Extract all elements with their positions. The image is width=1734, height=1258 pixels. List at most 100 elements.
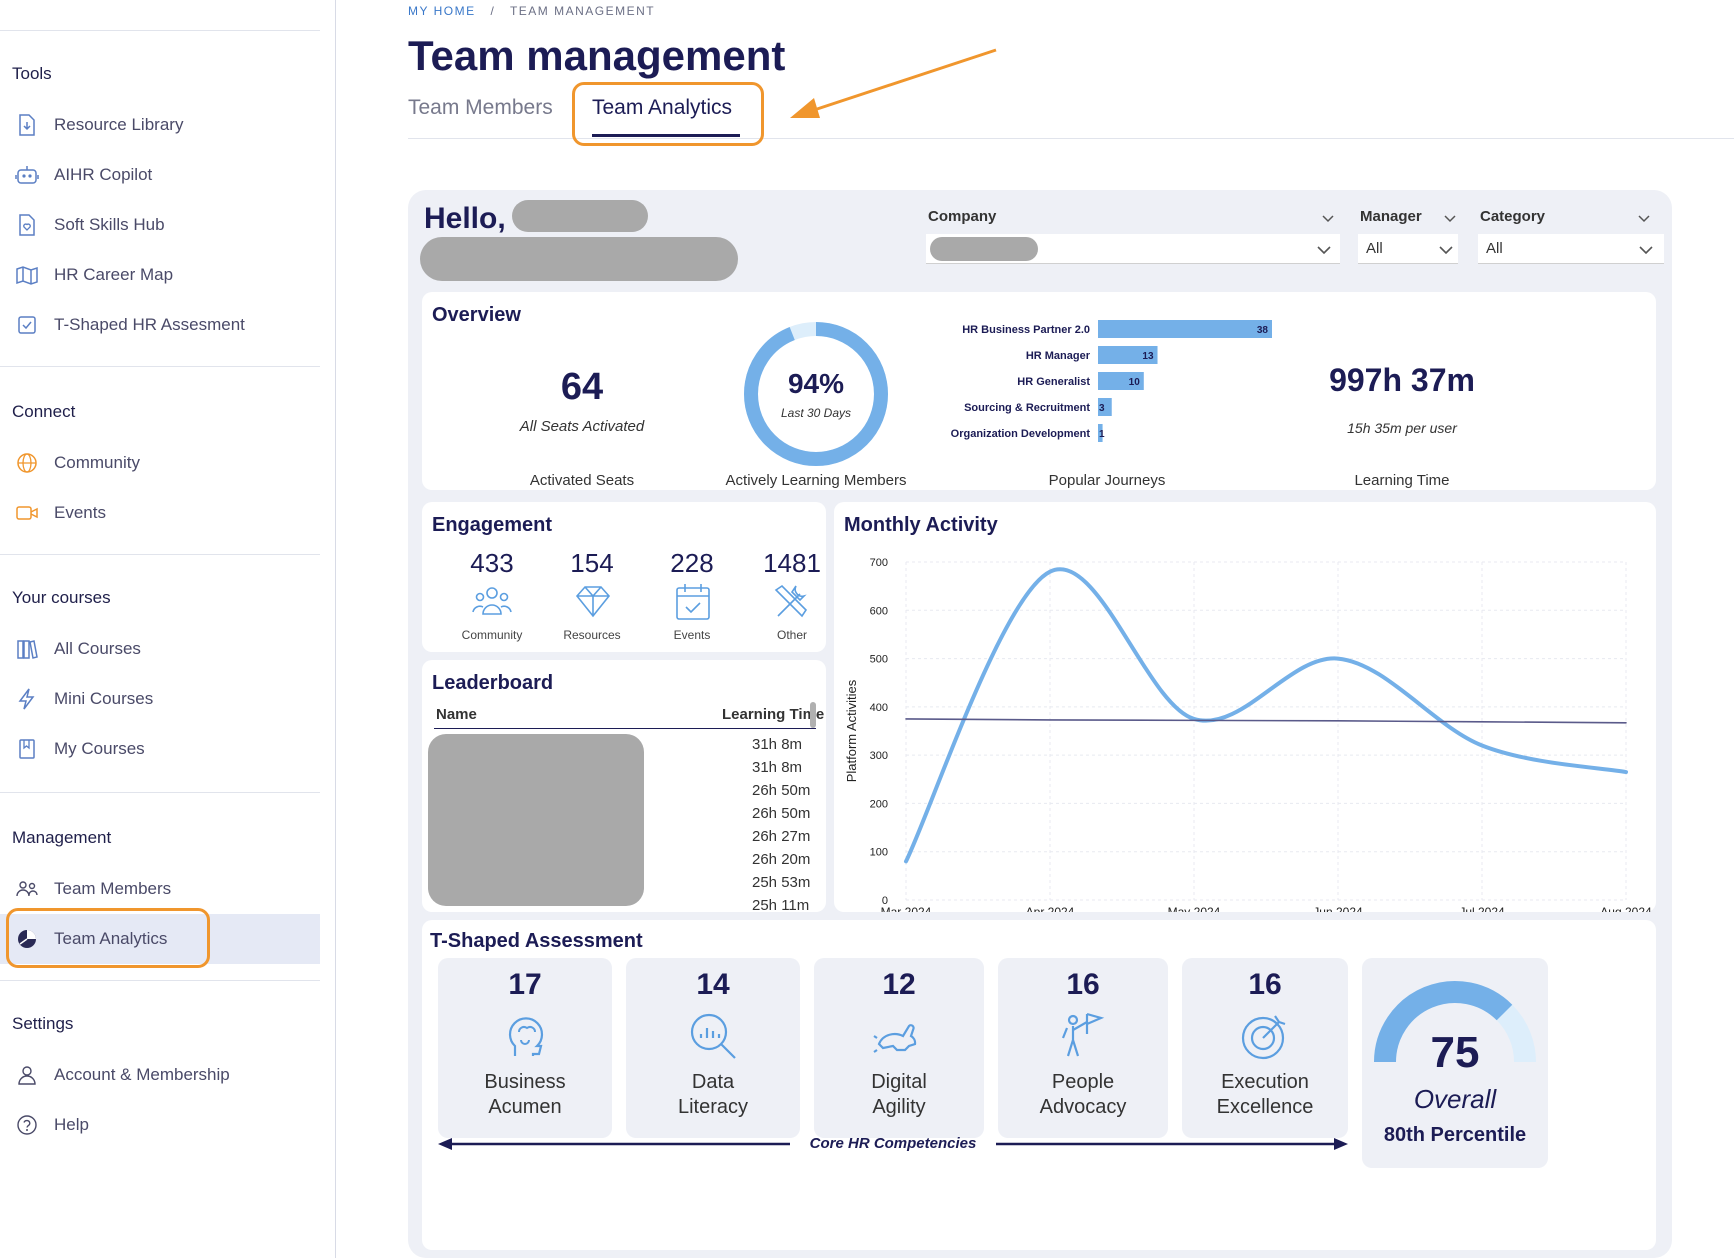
competency-execution-excellence: 16 Execution Excellence <box>1182 958 1348 1138</box>
actively-learning-caption: Actively Learning Members <box>725 472 907 489</box>
section-your-courses: Your courses <box>12 588 111 607</box>
leaderboard-time: 25h 53m <box>752 874 811 891</box>
competency-label-line1: People <box>1051 1071 1115 1093</box>
competency-label: Execution Excellence <box>1182 1070 1348 1120</box>
leaderboard-col-name[interactable]: Name <box>436 706 477 723</box>
annotation-arrow-icon <box>790 48 997 118</box>
sidebar-item-account-membership[interactable]: Account & Membership <box>0 1052 320 1098</box>
journey-bar[interactable] <box>1098 372 1144 390</box>
sidebar-item-all-courses[interactable]: All Courses <box>0 626 320 672</box>
breadcrumb-separator: / <box>490 4 496 18</box>
leaderboard-scrollbar[interactable] <box>810 702 816 728</box>
actively-learning-donut <box>744 322 888 466</box>
chevron-down-icon[interactable] <box>1316 242 1332 258</box>
sidebar-item-soft-skills-hub[interactable]: Soft Skills Hub <box>0 202 320 248</box>
chevron-down-icon[interactable] <box>1320 210 1336 226</box>
leaderboard-header-divider <box>434 728 816 729</box>
y-tick-label: 200 <box>870 798 888 810</box>
breadcrumb: MY HOME / TEAM MANAGEMENT <box>408 4 655 18</box>
redacted-company-value <box>930 236 1038 261</box>
sidebar-item-events[interactable]: Events <box>0 490 320 536</box>
chevron-down-icon[interactable] <box>1442 210 1458 226</box>
leaderboard-card: Leaderboard Name Learning Time 31h 8m 31… <box>422 660 826 914</box>
chevron-down-icon[interactable] <box>1438 242 1454 258</box>
core-competencies-arrow-icon <box>438 1138 1348 1150</box>
sidebar-item-hr-career-map[interactable]: HR Career Map <box>0 252 320 298</box>
breadcrumb-home-link[interactable]: MY HOME <box>408 4 476 18</box>
journey-label: HR Business Partner 2.0 <box>962 324 1090 336</box>
engagement-events-label: Events <box>673 628 711 642</box>
leaderboard-col-learning-time[interactable]: Learning Time <box>722 706 825 723</box>
company-select[interactable] <box>926 234 1340 264</box>
leaderboard-time: 31h 8m <box>752 736 803 753</box>
learning-time-value: 997h 37m <box>1329 362 1475 398</box>
engagement-card: Engagement 433 Community 154 Resources 2… <box>422 502 826 652</box>
overall-score-card: 75 Overall 80th Percentile <box>1362 958 1548 1168</box>
sidebar-item-team-members[interactable]: Team Members <box>0 866 320 912</box>
competency-label-line2: Excellence <box>1216 1096 1314 1118</box>
journey-bar[interactable] <box>1098 398 1112 416</box>
competency-score: 17 <box>508 968 542 1001</box>
x-tick-label: Apr 2024 <box>1026 905 1075 912</box>
competency-label-line2: Literacy <box>677 1096 749 1118</box>
document-heart-icon <box>14 212 40 238</box>
competency-label: Business Acumen <box>438 1070 612 1120</box>
redacted-leaderboard-names <box>428 734 644 906</box>
sidebar-divider <box>0 366 320 367</box>
tabs-divider <box>408 138 1734 139</box>
engagement-resources-value: 154 <box>570 548 614 578</box>
category-select[interactable]: All <box>1478 234 1664 264</box>
competency-label-line2: Acumen <box>488 1096 562 1118</box>
chevron-down-icon[interactable] <box>1636 210 1652 226</box>
sidebar-item-label: AIHR Copilot <box>54 165 153 184</box>
globe-icon <box>14 450 40 476</box>
engagement-community-label: Community <box>461 628 523 642</box>
journey-bar[interactable] <box>1098 424 1103 442</box>
category-filter-label: Category <box>1480 208 1546 225</box>
trend-line[interactable] <box>905 718 1627 724</box>
sidebar-divider <box>0 792 320 793</box>
leaderboard-time: 26h 20m <box>752 851 811 868</box>
company-filter-label: Company <box>928 208 997 225</box>
donut-arc <box>744 322 888 466</box>
sidebar-item-team-analytics[interactable]: Team Analytics <box>0 914 320 964</box>
sidebar-item-my-courses[interactable]: My Courses <box>0 726 320 772</box>
y-axis-label: Platform Activities <box>844 679 859 782</box>
chevron-down-icon[interactable] <box>1638 242 1654 258</box>
overview-title: Overview <box>432 304 521 326</box>
pie-chart-icon <box>14 926 40 952</box>
gauge-fill <box>1374 981 1513 1063</box>
sidebar-item-aihr-copilot[interactable]: AIHR Copilot <box>0 152 320 198</box>
competency-label-line1: Business <box>484 1071 566 1093</box>
video-camera-icon <box>14 500 40 526</box>
competency-digital-agility: 12 Digital Agility <box>814 958 984 1138</box>
engagement-events-value: 228 <box>670 548 714 578</box>
rabbit-icon <box>873 1024 917 1053</box>
engagement-resources-label: Resources <box>563 628 621 642</box>
activity-series-line[interactable] <box>904 567 1628 864</box>
sidebar-item-label: Team Analytics <box>54 929 168 948</box>
checkbox-icon <box>14 312 40 338</box>
journey-bar[interactable] <box>1098 346 1158 364</box>
sidebar-item-community[interactable]: Community <box>0 440 320 486</box>
sidebar-item-label: Soft Skills Hub <box>54 215 165 234</box>
journey-bar[interactable] <box>1098 320 1272 338</box>
sidebar-item-mini-courses[interactable]: Mini Courses <box>0 676 320 722</box>
category-select-value: All <box>1486 240 1503 257</box>
breadcrumb-current: TEAM MANAGEMENT <box>509 4 656 18</box>
sidebar-item-resource-library[interactable]: Resource Library <box>0 102 320 148</box>
sidebar-divider <box>0 980 320 981</box>
sidebar-item-label: Resource Library <box>54 115 184 134</box>
competency-data-literacy: 14 Data Literacy <box>626 958 800 1138</box>
engagement-other-label: Other <box>776 628 807 642</box>
map-icon <box>14 262 40 288</box>
sidebar-item-help[interactable]: Help <box>0 1102 320 1148</box>
tab-team-members[interactable]: Team Members <box>408 96 553 119</box>
x-tick-label: Jul 2024 <box>1459 905 1505 912</box>
redacted-company-name <box>420 237 738 281</box>
competency-label-line1: Data <box>691 1071 735 1093</box>
competency-people-advocacy: 16 People Advocacy <box>998 958 1168 1138</box>
tab-team-analytics[interactable]: Team Analytics <box>592 96 733 119</box>
sidebar-item-t-shaped-assessment[interactable]: T-Shaped HR Assesment <box>0 302 320 348</box>
people-flag-icon <box>1061 1012 1105 1057</box>
